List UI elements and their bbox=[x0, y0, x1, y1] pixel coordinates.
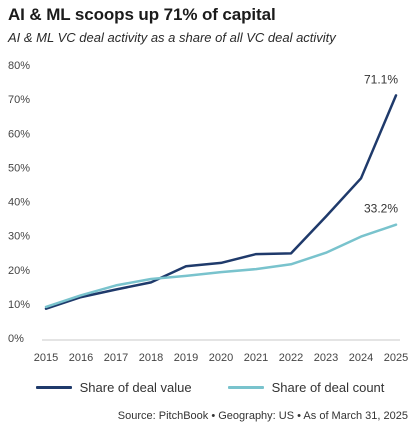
series-line-deal-value bbox=[44, 94, 398, 310]
x-tick-label: 2017 bbox=[104, 352, 128, 364]
x-tick-label: 2021 bbox=[244, 352, 268, 364]
chart-subtitle: AI & ML VC deal activity as a share of a… bbox=[8, 30, 336, 45]
y-tick-label: 10% bbox=[8, 299, 30, 311]
x-tick-label: 2019 bbox=[174, 352, 198, 364]
x-tick-label: 2022 bbox=[279, 352, 303, 364]
y-tick-label: 60% bbox=[8, 128, 30, 140]
end-value-label: 71.1% bbox=[364, 72, 398, 86]
legend-swatch-deal-value bbox=[35, 386, 72, 389]
legend-label-deal-count: Share of deal count bbox=[271, 380, 385, 395]
legend-item-deal-count: Share of deal count bbox=[227, 380, 385, 395]
x-tick-label: 2015 bbox=[34, 352, 58, 364]
end-value-label: 33.2% bbox=[364, 202, 398, 216]
y-tick-label: 30% bbox=[8, 231, 30, 243]
y-tick-label: 40% bbox=[8, 197, 30, 209]
legend-swatch-deal-count bbox=[227, 386, 264, 389]
y-tick-label: 0% bbox=[8, 333, 24, 345]
x-tick-label: 2020 bbox=[209, 352, 233, 364]
y-tick-label: 80% bbox=[8, 60, 30, 72]
x-tick-label: 2016 bbox=[69, 352, 93, 364]
x-tick-label: 2025 bbox=[384, 352, 408, 364]
y-tick-label: 70% bbox=[8, 94, 30, 106]
y-tick-label: 50% bbox=[8, 162, 30, 174]
series-line-deal-count bbox=[44, 223, 398, 309]
legend-label-deal-value: Share of deal value bbox=[79, 380, 192, 395]
chart-title: AI & ML scoops up 71% of capital bbox=[8, 5, 276, 24]
legend-item-deal-value: Share of deal value bbox=[35, 380, 192, 395]
y-tick-label: 20% bbox=[8, 265, 30, 277]
x-tick-label: 2023 bbox=[314, 352, 338, 364]
source-note: Source: PitchBook • Geography: US • As o… bbox=[117, 410, 408, 422]
x-tick-label: 2024 bbox=[349, 352, 373, 364]
x-tick-label: 2018 bbox=[139, 352, 163, 364]
legend: Share of deal value Share of deal count bbox=[0, 380, 420, 395]
